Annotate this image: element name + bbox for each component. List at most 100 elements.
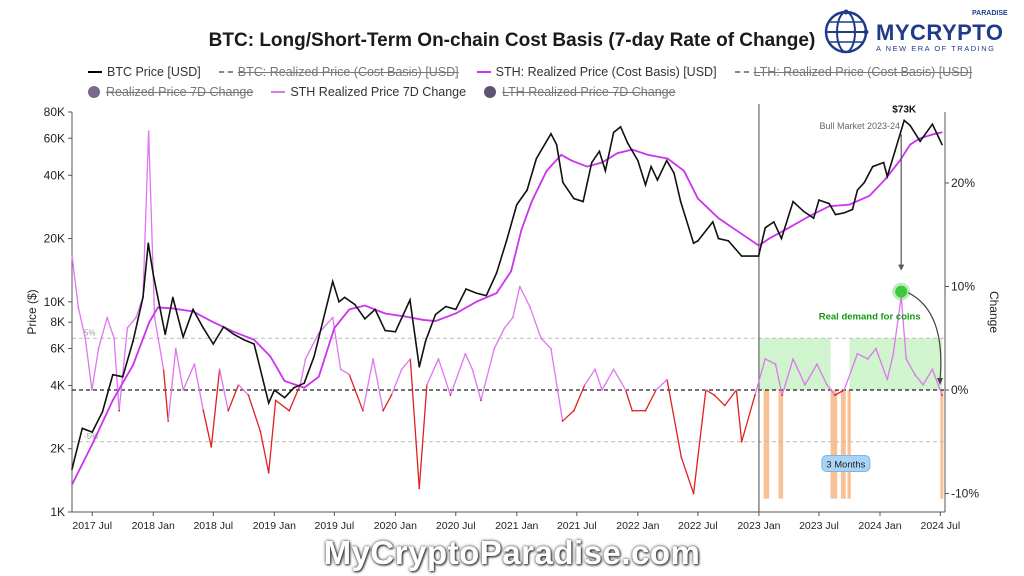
btc-price-point: [619, 126, 622, 128]
sth-change-segment: [724, 389, 737, 406]
btc-price-point: [454, 308, 457, 311]
legend-item[interactable]: BTC: Realized Price (Cost Basis) [USD]: [218, 65, 459, 79]
sth-change-point: [304, 358, 307, 360]
ath-arrow-head: [898, 264, 905, 271]
sth-realized-price-point: [586, 165, 588, 168]
btc-price-point: [243, 338, 245, 341]
sth-change-segment: [655, 379, 668, 391]
legend-swatch: [734, 71, 749, 73]
sth-change-segment: [613, 368, 627, 391]
legend-item[interactable]: LTH Realized Price 7D Change: [484, 85, 676, 99]
btc-price-point: [192, 308, 194, 311]
btc-price-point: [919, 140, 921, 143]
legend-item[interactable]: STH: Realized Price (Cost Basis) [USD]: [476, 65, 717, 79]
btc-price-point: [757, 255, 760, 257]
btc-price-point: [515, 203, 518, 206]
sth-change-segment: [409, 358, 420, 489]
sth-change-segment: [741, 394, 756, 442]
btc-price-point: [267, 402, 270, 404]
btc-price-point: [121, 375, 124, 378]
sth-change-segment: [781, 358, 794, 396]
sth-change-point: [464, 352, 467, 355]
sth-change-segment: [238, 384, 249, 396]
btc-price-point: [409, 299, 411, 301]
btc-price-point: [445, 305, 447, 308]
legend-item[interactable]: Realized Price 7D Change: [88, 85, 253, 99]
left-axis-label: Price ($): [25, 289, 39, 334]
btc-price-point: [882, 161, 885, 164]
btc-price-point: [253, 343, 255, 345]
btc-price-point: [331, 280, 334, 283]
sth-change-segment: [644, 389, 657, 411]
sth-realized-price-point: [737, 231, 740, 233]
weak-demand-bar: [847, 390, 851, 499]
reference-line-label: -5%: [84, 432, 98, 441]
btc-price-point: [717, 237, 720, 240]
legend-item[interactable]: LTH: Realized Price (Cost Basis) [USD]: [734, 65, 972, 79]
btc-price-point: [843, 212, 845, 214]
sth-realized-price-point: [616, 152, 619, 154]
sth-change-segment: [218, 369, 229, 411]
btc-price-point: [909, 124, 911, 127]
sth-change-segment: [401, 358, 411, 370]
legend-label: STH Realized Price 7D Change: [290, 85, 467, 99]
sth-change-point: [382, 409, 385, 412]
btc-price-point: [562, 181, 564, 184]
sth-realized-price-point: [317, 375, 320, 378]
btc-price-point: [293, 386, 295, 389]
sth-change-point: [153, 316, 156, 319]
sth-change-point: [735, 389, 738, 391]
decline-arrow-head: [937, 378, 944, 385]
sth-realized-price-point: [919, 137, 921, 140]
sth-realized-price-point: [495, 292, 498, 294]
sth-change-segment: [714, 394, 726, 406]
sth-change-point: [167, 420, 170, 422]
legend-item[interactable]: STH Realized Price 7D Change: [271, 85, 466, 99]
brand-name: MYCRYPTO: [876, 20, 1004, 45]
sth-realized-price-point: [934, 133, 936, 135]
btc-price-point: [132, 340, 134, 342]
sth-change-point: [529, 306, 531, 309]
legend-label: LTH Realized Price 7D Change: [502, 85, 676, 99]
sth-change-point: [704, 389, 707, 391]
sth-change-point: [426, 383, 428, 386]
btc-price-point: [111, 373, 114, 376]
sth-change-point: [471, 368, 474, 371]
btc-price-point: [434, 313, 437, 316]
legend-swatch: [88, 71, 102, 73]
sth-change-segment: [390, 369, 403, 396]
btc-price-point: [465, 288, 467, 290]
brand-logo: PARADISE MYCRYPTO A NEW ERA OF TRADING: [822, 8, 1018, 56]
left-tick-label: 4K: [50, 378, 65, 392]
btc-price-point: [182, 336, 184, 338]
legend-swatch: [271, 91, 286, 93]
sth-change-segment: [275, 399, 290, 412]
sth-change-segment: [504, 317, 514, 329]
btc-price-point: [598, 150, 601, 153]
btc-price-point: [505, 240, 508, 242]
sth-change-point: [540, 337, 542, 340]
btc-price-point: [582, 200, 584, 203]
legend-item[interactable]: BTC Price [USD]: [88, 65, 201, 79]
sth-change-point: [331, 316, 334, 319]
right-tick-label: 10%: [951, 280, 975, 294]
left-tick-label: 80K: [44, 105, 65, 119]
sth-change-segment: [931, 369, 943, 396]
btc-price-point: [863, 181, 866, 184]
sth-change-segment: [529, 306, 542, 339]
btc-price-point: [354, 303, 356, 306]
btc-price-point: [526, 189, 528, 191]
sth-change-point: [390, 394, 393, 397]
sth-change-point: [218, 368, 221, 371]
sth-change-segment: [372, 358, 384, 411]
sth-change-segment: [167, 348, 177, 422]
sth-change-segment: [519, 286, 531, 308]
left-tick-label: 6K: [50, 341, 65, 355]
x-tick-label: 2021 Jul: [557, 520, 597, 532]
btc-price-point: [871, 165, 874, 168]
sth-change-point: [601, 389, 603, 391]
sth-change-point: [922, 383, 925, 386]
btc-price-point: [644, 184, 647, 186]
btc-price-point: [313, 355, 315, 358]
